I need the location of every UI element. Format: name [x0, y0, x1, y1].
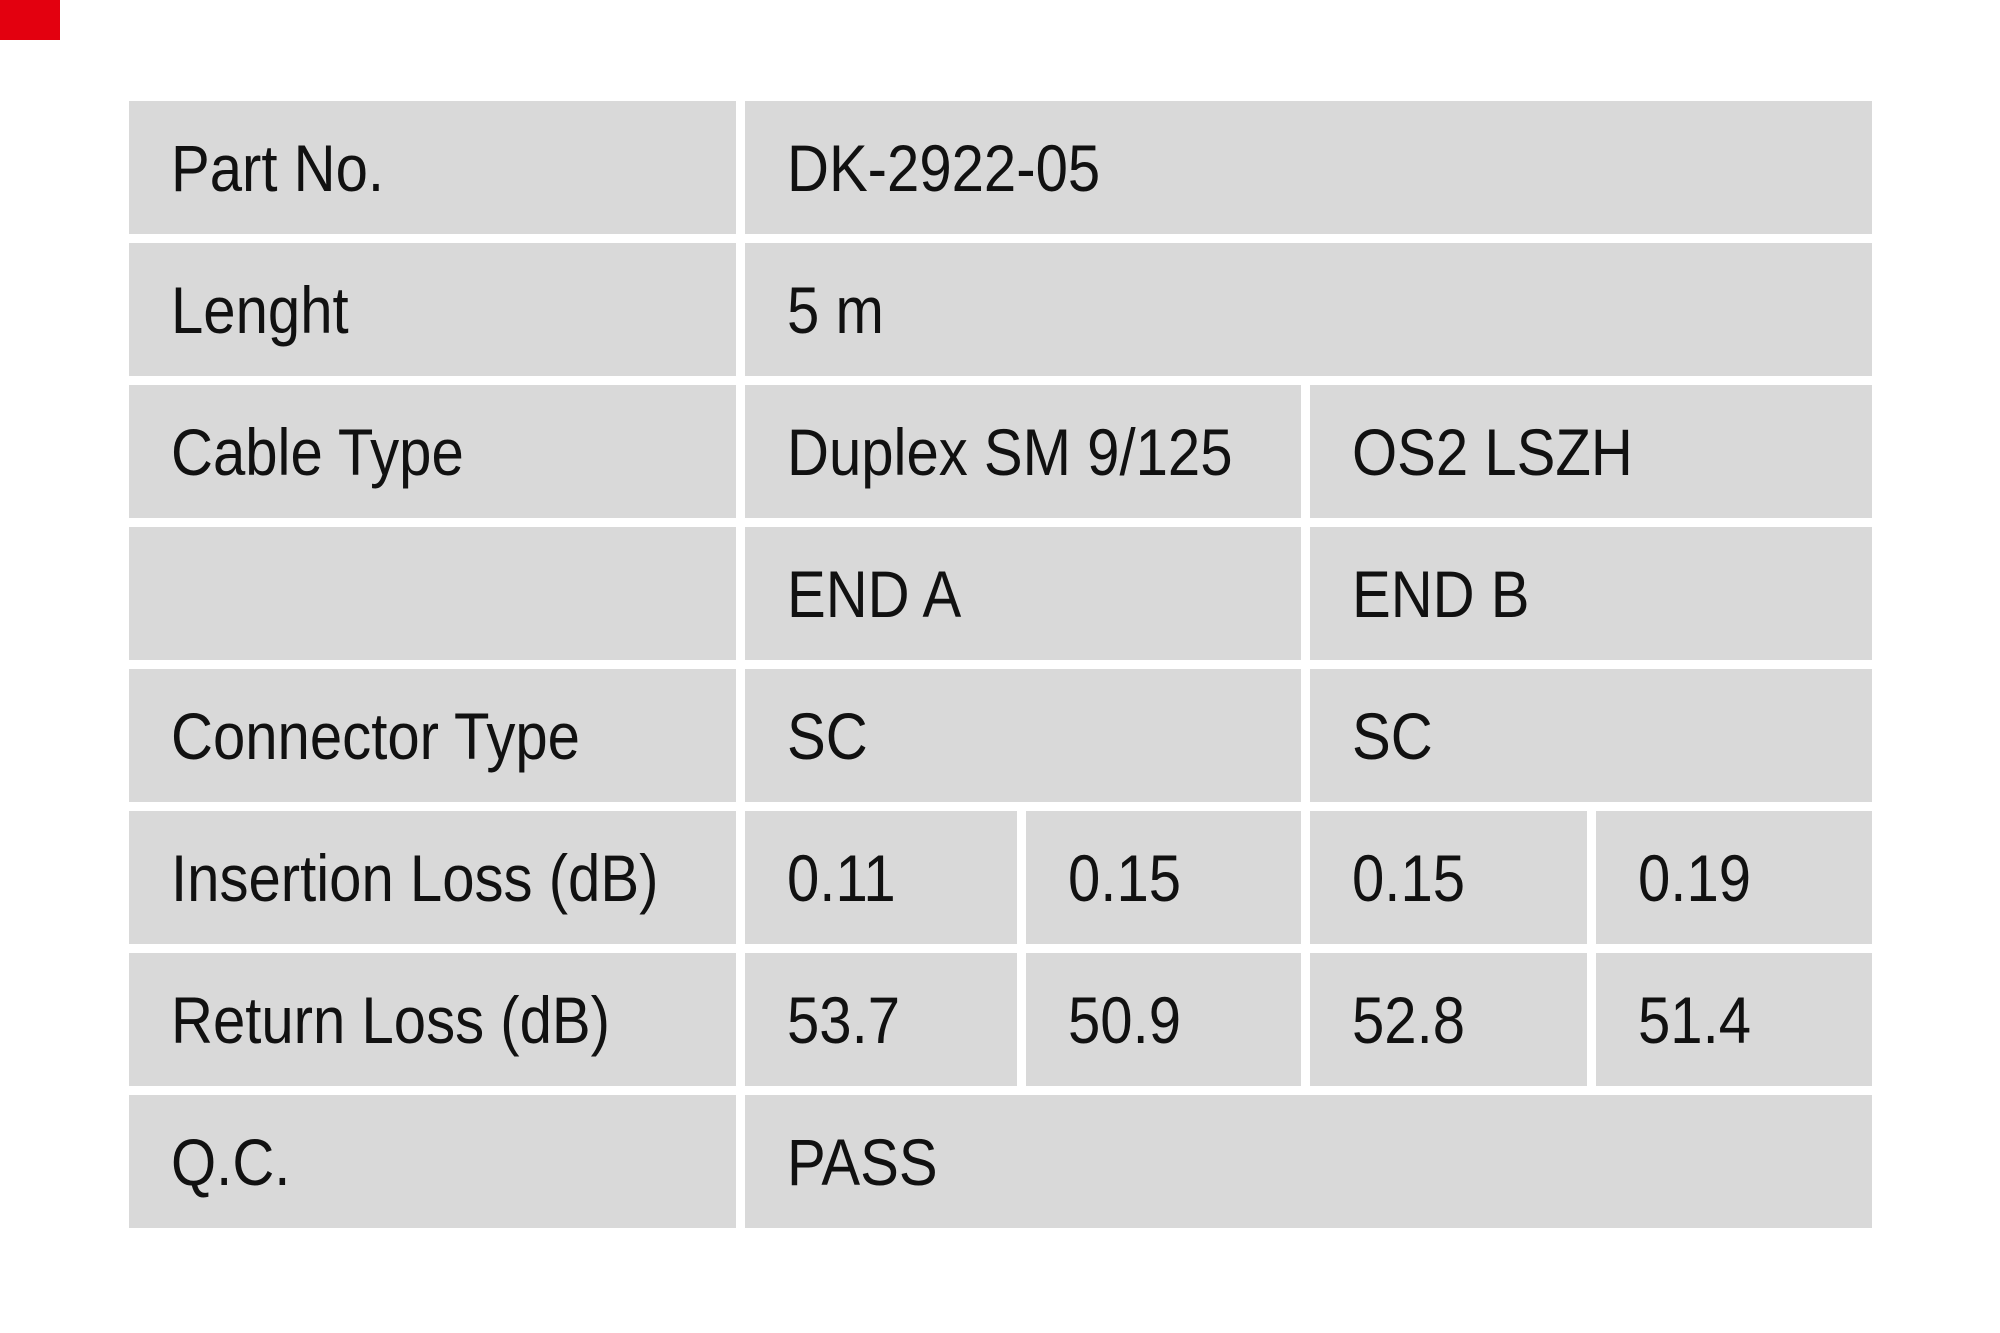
value-text: 50.9 — [1068, 982, 1182, 1057]
value-text: SC — [787, 698, 868, 773]
spec-table: Part No. DK-2922-05 Lenght 5 m Cable Type Dup… — [129, 101, 1872, 1228]
value-text: END B — [1352, 556, 1530, 631]
value-text: 0.11 — [787, 840, 896, 915]
value-text: 52.8 — [1352, 982, 1466, 1057]
row-label-text: Return Loss (dB) — [171, 982, 611, 1057]
red-corner-mark — [0, 0, 60, 40]
row-label-cell: Insertion Loss (dB) — [129, 811, 736, 944]
value-cell: 52.8 — [1310, 953, 1587, 1086]
value-text: 53.7 — [787, 982, 901, 1057]
row-label-cell: Connector Type — [129, 669, 736, 802]
row-label-cell: Part No. — [129, 101, 736, 234]
row-label-cell: Return Loss (dB) — [129, 953, 736, 1086]
empty-label-cell — [129, 527, 736, 660]
row-label-cell: Q.C. — [129, 1095, 736, 1228]
row-label-cell: Lenght — [129, 243, 736, 376]
value-cell: 0.15 — [1310, 811, 1587, 944]
value-cell: 53.7 — [745, 953, 1017, 1086]
value-cell: OS2 LSZH — [1310, 385, 1872, 518]
row-label-text: Lenght — [171, 272, 349, 347]
value-cell: DK-2922-05 — [745, 101, 1872, 234]
row-label-text: Part No. — [171, 130, 385, 205]
row-label-text: Connector Type — [171, 698, 580, 773]
value-cell: SC — [745, 669, 1301, 802]
value-text: END A — [787, 556, 962, 631]
value-cell: 5 m — [745, 243, 1872, 376]
row-label-text: Q.C. — [171, 1124, 291, 1199]
row-label-cell: Cable Type — [129, 385, 736, 518]
row-label-text: Insertion Loss (dB) — [171, 840, 659, 915]
value-text: 0.15 — [1352, 840, 1466, 915]
value-cell: 0.19 — [1596, 811, 1872, 944]
value-cell: Duplex SM 9/125 — [745, 385, 1301, 518]
value-cell: 0.11 — [745, 811, 1017, 944]
value-text: 51.4 — [1638, 982, 1752, 1057]
value-cell: 50.9 — [1026, 953, 1301, 1086]
value-text: OS2 LSZH — [1352, 414, 1633, 489]
value-cell: 51.4 — [1596, 953, 1872, 1086]
value-cell: SC — [1310, 669, 1872, 802]
value-text: SC — [1352, 698, 1433, 773]
row-label-text: Cable Type — [171, 414, 464, 489]
value-text: PASS — [787, 1124, 938, 1199]
value-text: 5 m — [787, 272, 884, 347]
value-text: Duplex SM 9/125 — [787, 414, 1233, 489]
value-cell: PASS — [745, 1095, 1872, 1228]
value-text: DK-2922-05 — [787, 130, 1101, 205]
value-text: 0.19 — [1638, 840, 1752, 915]
value-cell: END A — [745, 527, 1301, 660]
value-cell: END B — [1310, 527, 1872, 660]
value-text: 0.15 — [1068, 840, 1182, 915]
value-cell: 0.15 — [1026, 811, 1301, 944]
